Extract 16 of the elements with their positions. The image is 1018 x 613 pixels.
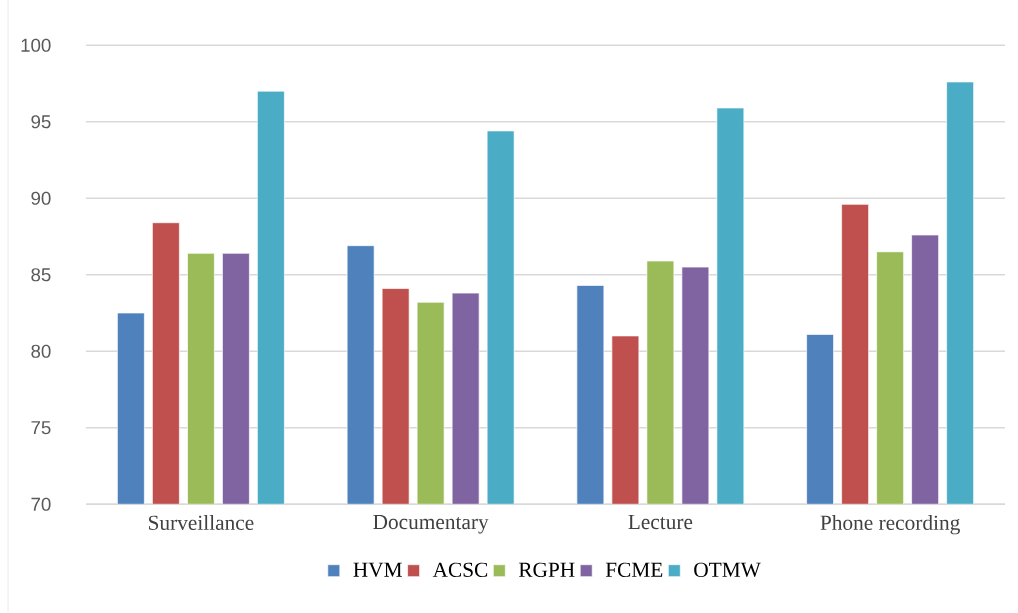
- x-tick-label: Lecture: [628, 515, 693, 530]
- y-tick-label: 100: [21, 38, 51, 53]
- legend-label: ACSC: [432, 562, 488, 578]
- y-tick-label: 95: [31, 115, 51, 129]
- y-tick-label: 90: [31, 191, 51, 206]
- y-tick-label: 85: [31, 268, 51, 282]
- legend-label: OTMW: [694, 562, 761, 578]
- x-tick-label: Phone recording: [820, 515, 960, 535]
- y-tick-label: 70: [31, 497, 51, 512]
- x-tick-label: Documentary: [373, 515, 489, 534]
- y-tick-label: 80: [31, 344, 51, 359]
- x-tick-label: Surveillance: [148, 515, 254, 531]
- legend-label: RGPH: [518, 562, 575, 578]
- legend-label: FCME: [605, 562, 663, 578]
- y-tick-label: 75: [31, 421, 51, 435]
- legend-label: HVM: [353, 562, 402, 578]
